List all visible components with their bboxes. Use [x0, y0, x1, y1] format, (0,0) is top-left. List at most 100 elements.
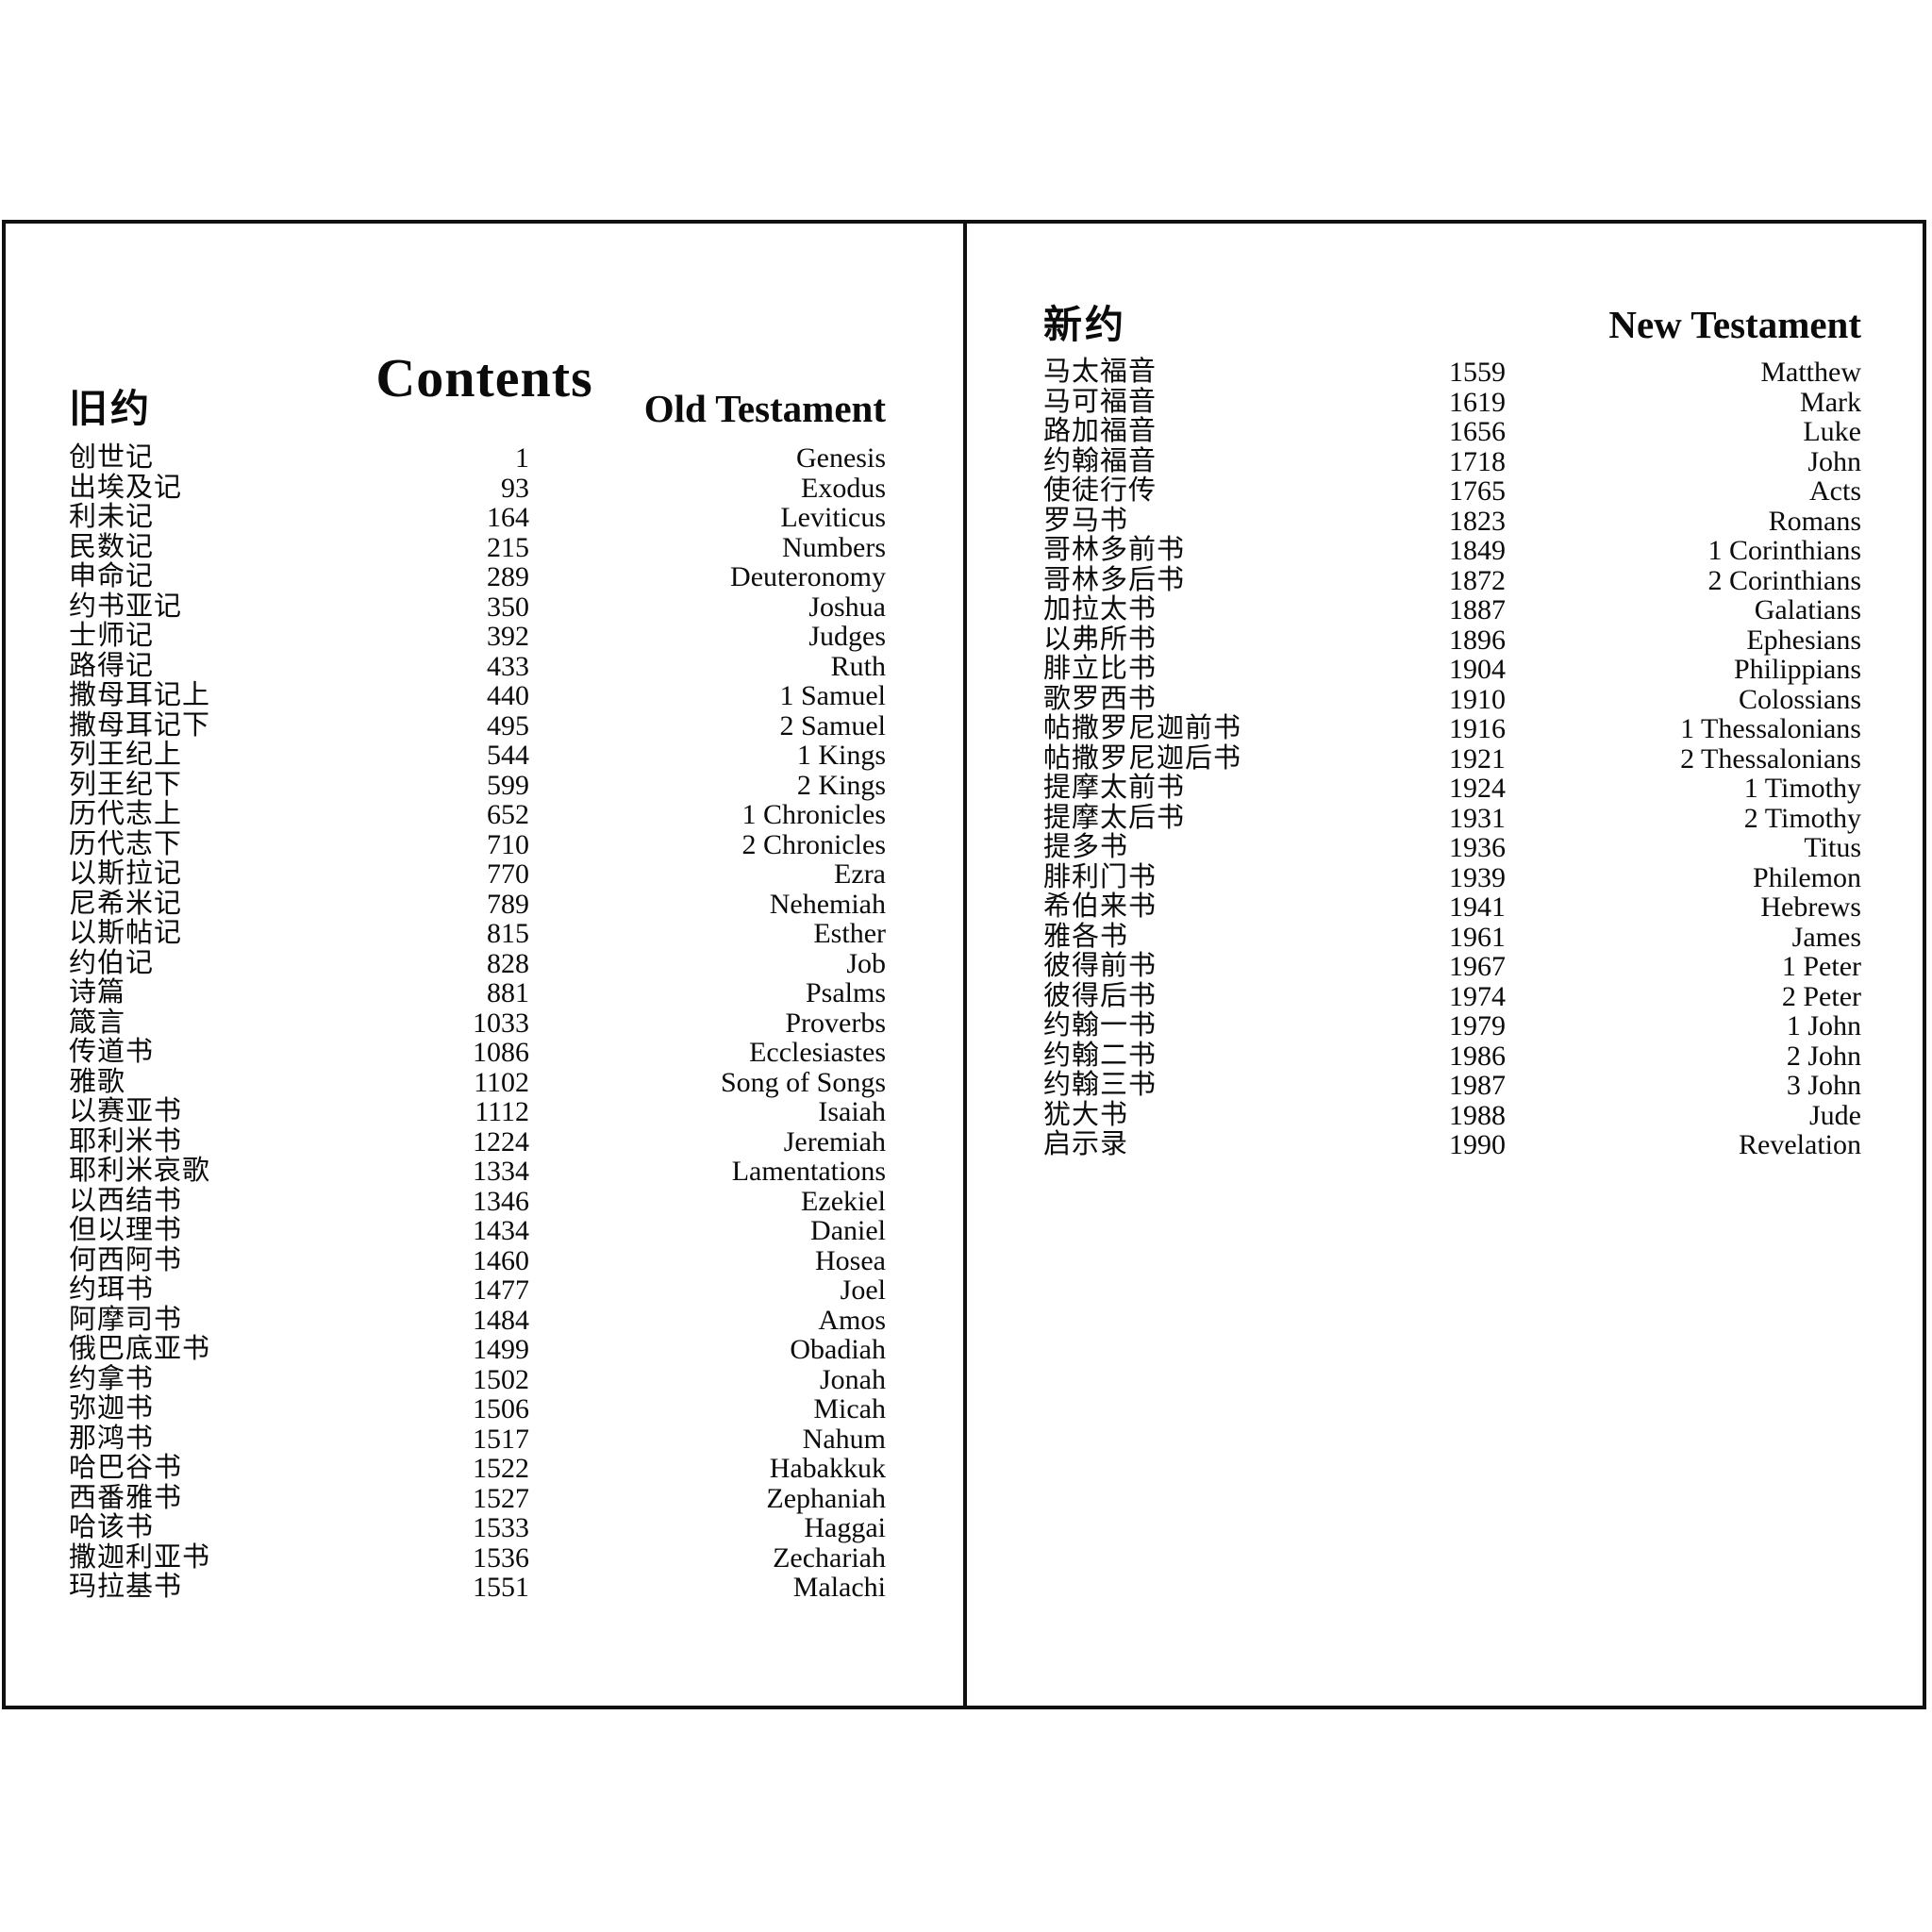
book-name-zh: 雅歌	[69, 1066, 126, 1097]
book-name-zh: 那鸿书	[69, 1423, 155, 1454]
book-row: 约珥书 1477 Joel	[69, 1274, 886, 1306]
book-name-zh: 以赛亚书	[69, 1096, 183, 1126]
book-name-en: Daniel	[810, 1215, 886, 1246]
book-page-number: 1967	[1449, 951, 1506, 982]
book-page-number: 544	[487, 740, 529, 771]
book-page-number: 1334	[473, 1156, 529, 1187]
book-page-number: 828	[487, 947, 529, 979]
book-page-number: 1765	[1449, 475, 1506, 507]
book-row: 俄巴底亚书 1499 Obadiah	[69, 1334, 886, 1365]
book-row: 提摩太前书 1924 1 Timothy	[1043, 773, 1861, 804]
book-name-zh: 约伯记	[69, 947, 155, 978]
book-name-zh: 约书亚记	[69, 591, 183, 622]
book-name-zh: 使徒行传	[1043, 475, 1158, 506]
book-page-number: 1517	[473, 1423, 529, 1455]
book-name-zh: 约珥书	[69, 1274, 155, 1305]
book-page-number: 1460	[473, 1244, 529, 1276]
book-name-zh: 申命记	[69, 561, 155, 591]
book-row: 列王纪上 544 1 Kings	[69, 740, 886, 771]
book-name-zh: 哥林多前书	[1043, 535, 1186, 565]
book-page-number: 1941	[1449, 891, 1506, 923]
book-name-en: 2 Samuel	[779, 709, 887, 741]
book-row: 帖撒罗尼迦后书 1921 2 Thessalonians	[1043, 743, 1861, 774]
book-name-en: Matthew	[1760, 357, 1861, 388]
book-name-en: James	[1791, 921, 1861, 953]
book-name-zh: 耶利米书	[69, 1125, 183, 1157]
book-name-en: Genesis	[796, 442, 886, 474]
book-page-number: 1	[515, 442, 529, 474]
book-name-zh: 彼得后书	[1043, 980, 1158, 1011]
book-page-number: 1979	[1449, 1010, 1506, 1041]
book-name-en: Leviticus	[780, 502, 886, 533]
book-row: 以弗所书 1896 Ephesians	[1043, 625, 1861, 656]
book-row: 出埃及记 93 Exodus	[69, 472, 886, 504]
book-name-en: Obadiah	[790, 1334, 886, 1365]
book-row: 马太福音 1559 Matthew	[1043, 357, 1861, 388]
book-name-zh: 哥林多后书	[1043, 564, 1186, 595]
book-name-zh: 歌罗西书	[1043, 683, 1158, 714]
book-name-zh: 提摩太前书	[1043, 773, 1186, 803]
book-name-zh: 提多书	[1043, 832, 1129, 862]
book-name-zh: 箴言	[69, 1007, 126, 1038]
book-name-zh: 历代志上	[69, 799, 183, 829]
book-name-en: Colossians	[1738, 683, 1861, 715]
book-page-number: 1477	[473, 1274, 529, 1306]
book-name-en: 2 Timothy	[1743, 802, 1861, 834]
book-page-number: 93	[501, 472, 529, 504]
book-row: 罗马书 1823 Romans	[1043, 505, 1861, 537]
book-name-zh: 犹大书	[1043, 1099, 1129, 1130]
page-title: Contents	[375, 346, 593, 408]
book-row: 加拉太书 1887 Galatians	[1043, 594, 1861, 625]
book-row: 撒迦利亚书 1536 Zechariah	[69, 1542, 886, 1574]
book-name-zh: 何西阿书	[69, 1244, 183, 1275]
book-name-en: Psalms	[805, 977, 886, 1008]
book-name-en: Ecclesiastes	[749, 1037, 886, 1068]
book-name-zh: 以斯帖记	[69, 918, 183, 948]
book-row: 何西阿书 1460 Hosea	[69, 1244, 886, 1276]
book-name-zh: 历代志下	[69, 828, 183, 859]
book-page-number: 1986	[1449, 1040, 1506, 1072]
book-name-zh: 出埃及记	[69, 472, 183, 503]
book-page-number: 789	[487, 888, 529, 920]
book-page-number: 1619	[1449, 386, 1506, 418]
new-testament-header-zh: 新约	[1043, 303, 1126, 346]
book-page-number: 1931	[1449, 802, 1506, 834]
book-name-en: Proverbs	[785, 1007, 886, 1039]
book-name-en: Numbers	[782, 531, 886, 563]
book-name-en: Ezekiel	[801, 1185, 886, 1217]
book-name-zh: 民数记	[69, 531, 155, 562]
book-row: 约书亚记 350 Joshua	[69, 591, 886, 623]
book-name-zh: 撒母耳记上	[69, 680, 211, 710]
book-name-en: Malachi	[792, 1572, 886, 1603]
book-name-en: 1 Thessalonians	[1680, 713, 1861, 744]
book-row: 彼得前书 1967 1 Peter	[1043, 951, 1861, 982]
book-page-number: 1916	[1449, 713, 1506, 744]
book-name-en: Hebrews	[1760, 891, 1861, 923]
book-row: 申命记 289 Deuteronomy	[69, 561, 886, 592]
book-name-zh: 路得记	[69, 650, 155, 681]
book-page-number: 1484	[473, 1304, 529, 1336]
old-testament-header: 旧约 Old Testament	[69, 387, 886, 430]
book-row: 撒母耳记上 440 1 Samuel	[69, 680, 886, 711]
book-name-zh: 约翰福音	[1043, 445, 1158, 476]
book-page-number: 1527	[473, 1482, 529, 1514]
book-name-zh: 弥迦书	[69, 1393, 155, 1424]
book-name-en: Titus	[1804, 832, 1861, 863]
book-name-en: Micah	[813, 1393, 886, 1424]
book-row: 耶利米哀歌 1334 Lamentations	[69, 1156, 886, 1187]
book-page-number: 770	[487, 858, 529, 890]
book-page-number: 815	[487, 918, 529, 949]
book-name-zh: 启示录	[1043, 1129, 1129, 1159]
book-page-number: 1924	[1449, 773, 1506, 804]
book-page-number: 164	[487, 502, 529, 533]
book-row: 提多书 1936 Titus	[1043, 832, 1861, 863]
book-name-en: 2 Corinthians	[1707, 564, 1862, 596]
book-page-number: 1346	[473, 1185, 529, 1217]
book-page-number: 1499	[473, 1334, 529, 1365]
book-name-zh: 帖撒罗尼迦前书	[1043, 713, 1242, 743]
book-name-zh: 罗马书	[1043, 505, 1129, 536]
book-row: 哥林多后书 1872 2 Corinthians	[1043, 564, 1862, 596]
book-row: 那鸿书 1517 Nahum	[69, 1424, 886, 1455]
old-testament-book-list: 创世记 1 Genesis 出埃及记 93 Exodus 利未记 164 Leviticus 民数…	[69, 442, 887, 1603]
book-name-zh: 马可福音	[1043, 386, 1158, 417]
